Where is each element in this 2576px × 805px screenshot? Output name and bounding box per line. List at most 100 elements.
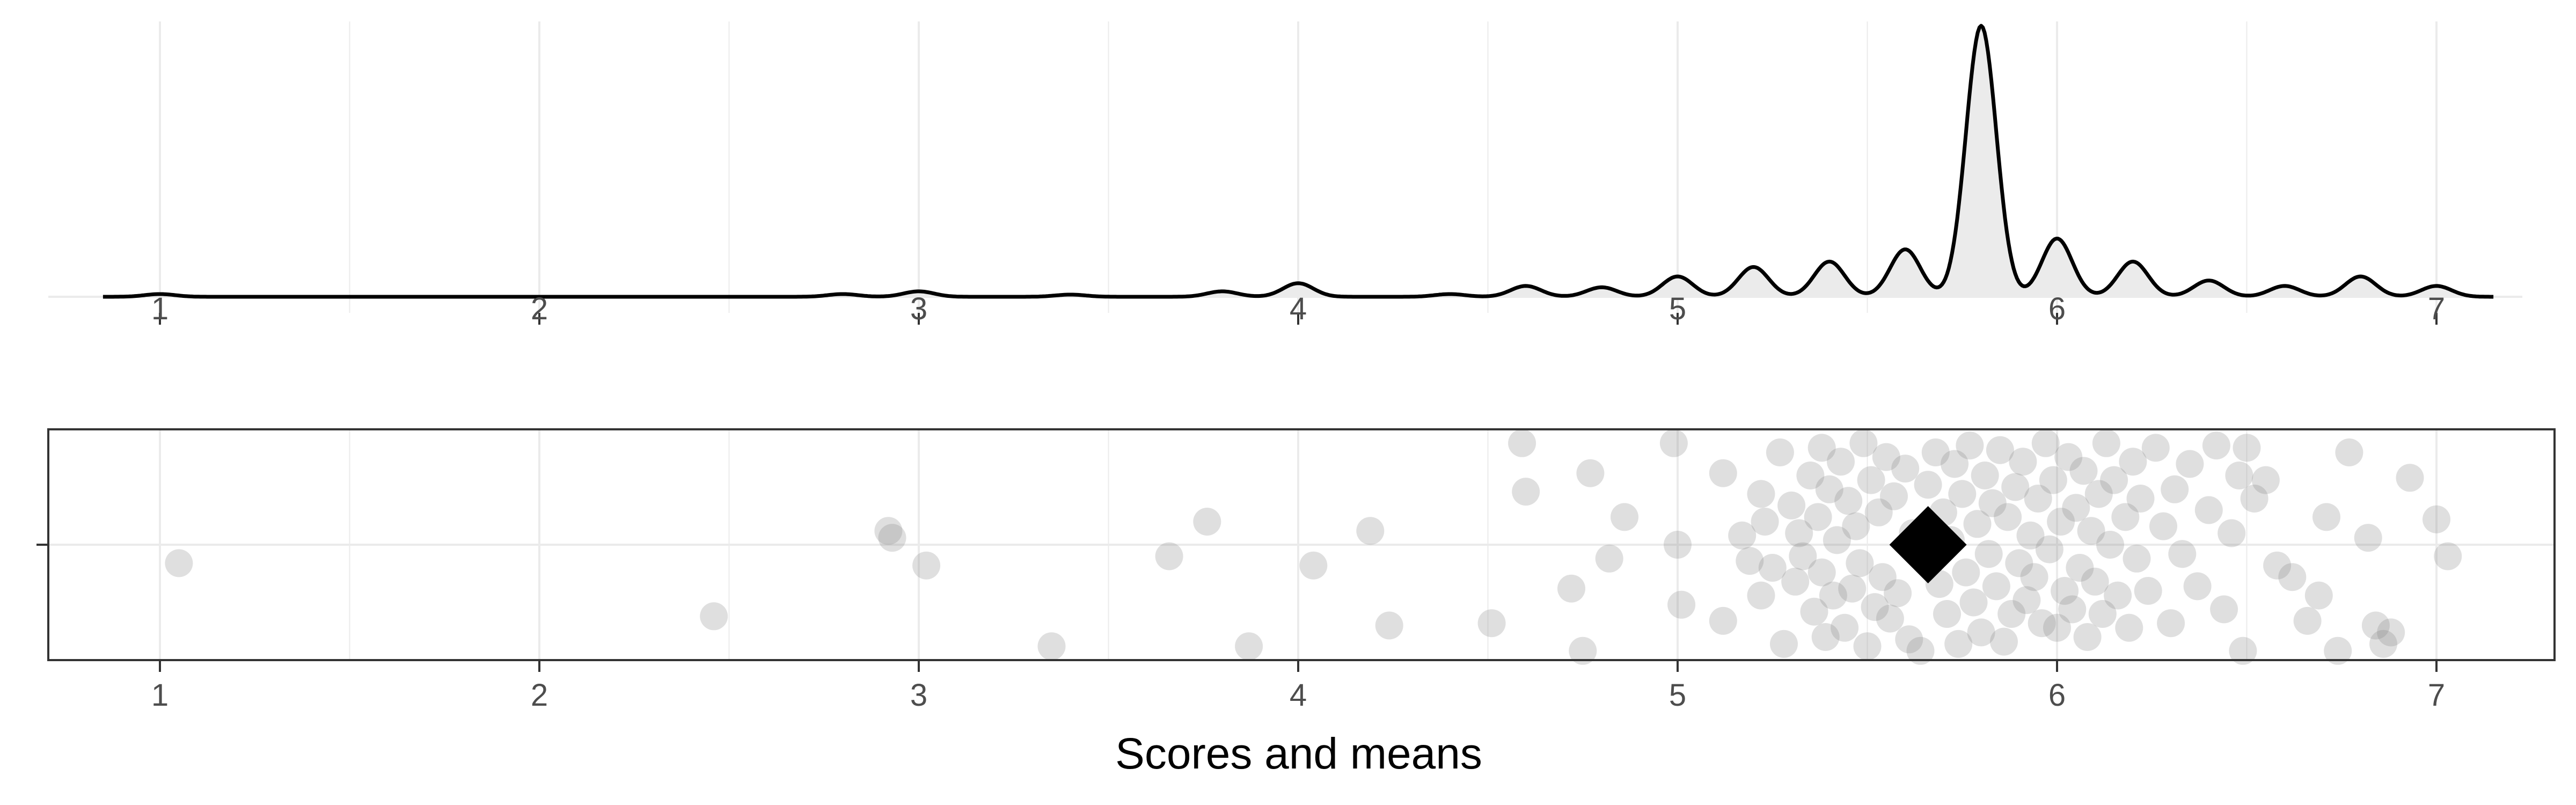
data-point: [2396, 464, 2424, 492]
data-point: [1944, 630, 1973, 658]
data-point: [1823, 526, 1851, 554]
data-point: [2134, 577, 2162, 605]
data-point: [1864, 498, 1893, 526]
jitter-tick-label: 4: [1290, 678, 1307, 713]
data-point: [1853, 632, 1882, 661]
data-point: [2092, 429, 2120, 457]
data-point: [2434, 542, 2462, 570]
data-point: [2176, 450, 2204, 478]
data-point: [2062, 494, 2090, 522]
data-point: [2035, 535, 2063, 564]
data-point: [1747, 480, 1775, 508]
data-point: [2115, 613, 2143, 642]
data-point: [2077, 517, 2105, 545]
density-gridlines: [159, 21, 2438, 313]
data-point: [1963, 510, 1992, 538]
density-tick-label: 2: [531, 291, 548, 326]
data-point: [2157, 609, 2185, 638]
density-curve: [103, 24, 2494, 299]
data-point: [1906, 636, 1935, 665]
data-point: [1804, 503, 1832, 531]
data-point: [2312, 503, 2340, 531]
data-point: [1758, 554, 1787, 582]
data-point: [1811, 623, 1840, 651]
data-point: [1846, 549, 1874, 577]
data-point: [1477, 609, 1506, 638]
data-point: [1948, 480, 1977, 508]
data-point: [2111, 503, 2140, 531]
jitter-axis-ticks: 1 2 3 4 5 6 7: [151, 660, 2445, 713]
data-point: [1193, 508, 1221, 536]
density-tick-label: 4: [1290, 291, 1307, 326]
data-point: [2084, 480, 2113, 508]
data-point: [1941, 450, 1969, 478]
data-point: [2039, 466, 2067, 494]
data-point: [2100, 466, 2128, 494]
data-point: [1037, 632, 1066, 661]
data-point: [1770, 630, 1798, 658]
data-point: [700, 602, 728, 631]
data-point: [1576, 459, 1605, 487]
data-point: [2096, 531, 2124, 559]
data-point: [1155, 542, 1183, 570]
data-point: [1974, 540, 2003, 568]
data-point: [1876, 604, 1904, 633]
data-point: [1356, 517, 1385, 545]
data-point: [1235, 632, 1263, 661]
data-point: [2194, 496, 2223, 524]
data-point: [1849, 429, 1878, 457]
data-point: [1959, 588, 1988, 617]
data-point: [2047, 508, 2075, 536]
data-point: [1709, 606, 1737, 635]
data-point: [2123, 544, 2151, 573]
data-point: [2028, 609, 2056, 638]
data-point: [2293, 606, 2322, 635]
jitter-tick-label: 7: [2428, 678, 2445, 713]
data-point: [2024, 485, 2052, 513]
density-tick-label: 7: [2428, 291, 2445, 326]
data-point: [1747, 581, 1775, 610]
data-point: [1831, 613, 1859, 642]
data-point: [2233, 434, 2261, 462]
data-point: [2088, 600, 2117, 628]
data-point: [1800, 597, 1828, 626]
data-point: [1952, 558, 1980, 587]
data-point: [1990, 627, 2018, 656]
data-point: [1659, 429, 1688, 457]
data-point: [2031, 429, 2060, 457]
data-point: [2225, 462, 2253, 489]
data-point: [2119, 448, 2147, 476]
jitter-points: [165, 429, 2462, 665]
data-point: [1994, 503, 2022, 531]
data-point: [2069, 457, 2098, 485]
data-point: [2168, 540, 2197, 568]
data-point: [2183, 572, 2212, 601]
data-point: [1557, 574, 1585, 603]
data-point: [1997, 600, 2026, 628]
data-point: [2423, 505, 2450, 533]
data-point: [1971, 462, 1999, 489]
density-tick-label: 5: [1669, 291, 1686, 326]
data-point: [1751, 508, 1779, 536]
data-point: [2005, 549, 2033, 577]
data-point: [2251, 466, 2280, 494]
data-point: [2066, 554, 2094, 582]
data-point: [1819, 581, 1847, 610]
data-point: [2324, 636, 2352, 665]
density-panel: 1 2 3 4 5 6 7: [48, 21, 2522, 326]
data-point: [1512, 478, 1540, 506]
jitter-tick-label: 2: [531, 678, 548, 713]
data-point: [1868, 563, 1897, 591]
data-point: [2104, 581, 2132, 610]
data-point: [1728, 521, 1757, 550]
data-point: [1978, 489, 2007, 517]
data-point: [2377, 618, 2405, 647]
data-point: [2361, 611, 2390, 640]
jitter-tick-label: 1: [151, 678, 169, 713]
data-point: [1664, 531, 1692, 559]
data-point: [2058, 595, 2087, 624]
data-point: [1569, 636, 1597, 665]
data-point: [2335, 438, 2363, 466]
data-point: [1709, 459, 1737, 487]
